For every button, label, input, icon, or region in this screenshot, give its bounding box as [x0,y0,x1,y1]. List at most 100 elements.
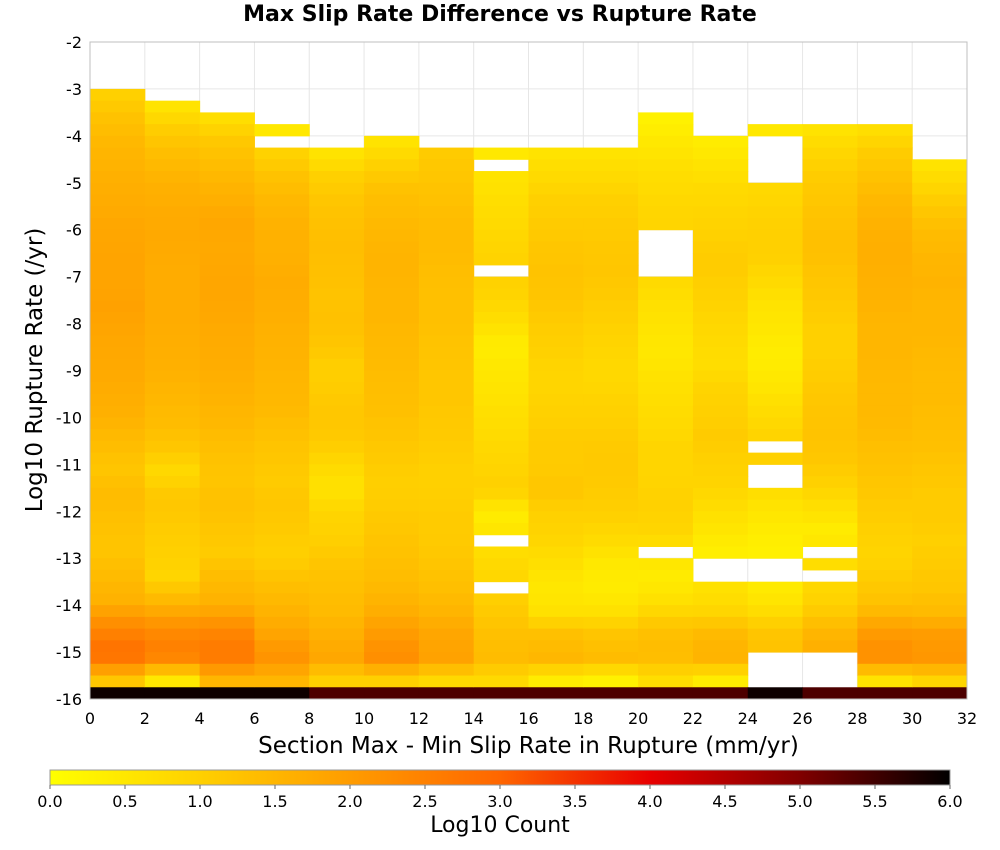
heatmap-cell [144,429,201,442]
heatmap-cell [144,347,201,360]
heatmap-cell [857,276,913,289]
heatmap-cell [747,124,804,137]
heatmap-cell [199,135,255,149]
heatmap-cell [473,300,529,313]
heatmap-cell-bottom [418,687,475,699]
heatmap-cell [90,288,146,301]
heatmap-cell [309,593,365,606]
heatmap-cell [144,581,201,594]
heatmap-cell [199,558,255,571]
heatmap-cell [144,464,201,477]
heatmap-cell [199,593,255,606]
heatmap-cell [692,487,749,501]
heatmap-cell [857,347,913,360]
heatmap-cell [364,323,420,336]
heatmap-cell [747,393,804,407]
heatmap-cell [747,206,804,219]
x-tick-label: 32 [957,709,977,728]
heatmap-cell [857,335,913,348]
heatmap-cell [857,288,913,301]
heatmap-cell [90,546,146,559]
heatmap-cell [802,171,858,184]
heatmap-cell [309,171,365,184]
colorbar-tick-label: 5.0 [787,792,812,811]
heatmap-cell [254,206,310,219]
heatmap-cell [254,616,310,630]
heatmap-cell [638,511,694,524]
heatmap-cell [583,159,639,172]
heatmap-cell [747,429,804,442]
heatmap-cell [692,464,749,477]
heatmap-cell [199,382,255,395]
heatmap-cell [364,511,420,524]
heatmap-cell [692,452,749,465]
heatmap-cell [638,288,694,301]
heatmap-cell [90,558,146,571]
heatmap-cell [747,605,804,618]
heatmap-cell [199,194,255,207]
heatmap-cell [912,511,968,524]
x-tick-label: 24 [738,709,758,728]
heatmap-cell [583,663,639,677]
heatmap-cell [583,264,639,278]
heatmap-cell [692,511,749,524]
heatmap-cell [254,276,310,289]
heatmap-cell [199,112,255,125]
heatmap-cell [418,311,475,325]
heatmap-cell [638,405,694,418]
heatmap-cell [528,159,584,172]
heatmap-cell [747,370,804,383]
heatmap-cell [583,640,639,653]
heatmap-cell [473,616,529,630]
heatmap-cell [747,628,804,641]
heatmap-cell [857,206,913,219]
heatmap-cell [802,616,858,630]
heatmap-cell [857,452,913,465]
heatmap-cell [857,628,913,641]
heatmap-cell [418,217,475,231]
heatmap-cell [199,663,255,677]
heatmap-cell [144,182,201,196]
heatmap-cell [912,616,968,630]
heatmap-cell [90,276,146,289]
heatmap-cell [418,253,475,266]
heatmap-cell [528,194,584,207]
heatmap-cell [418,241,475,254]
heatmap-cell [309,335,365,348]
heatmap-cell [309,534,365,547]
heatmap-cell [309,276,365,289]
heatmap-cell [802,229,858,242]
heatmap-cell [638,652,694,665]
heatmap-cell [254,171,310,184]
heatmap-cell-bottom [802,687,858,699]
heatmap-cell [90,628,146,641]
colorbar-tick-label: 1.5 [262,792,287,811]
heatmap-cell [692,335,749,348]
heatmap-cell [802,499,858,512]
heatmap-cell [309,159,365,172]
heatmap-cell-bottom [144,687,201,699]
heatmap-cell-bottom [473,687,529,699]
heatmap-cell [364,264,420,278]
heatmap-cell [254,264,310,278]
heatmap-cell [144,605,201,618]
heatmap-cell [309,546,365,559]
heatmap-cell [90,124,146,137]
heatmap-cell [254,640,310,653]
heatmap-cell [418,370,475,383]
heatmap-cell [692,429,749,442]
heatmap-cell [528,440,584,454]
heatmap-cell [528,288,584,301]
heatmap-cell [199,440,255,454]
heatmap-cell [528,569,584,583]
heatmap-cell [473,335,529,348]
heatmap-cell [418,628,475,641]
heatmap-cell [638,159,694,172]
heatmap-cell [144,206,201,219]
heatmap-cell [802,593,858,606]
heatmap-cell [309,663,365,677]
heatmap-cell [254,675,310,688]
heatmap-cell [144,499,201,512]
heatmap-cell [857,605,913,618]
